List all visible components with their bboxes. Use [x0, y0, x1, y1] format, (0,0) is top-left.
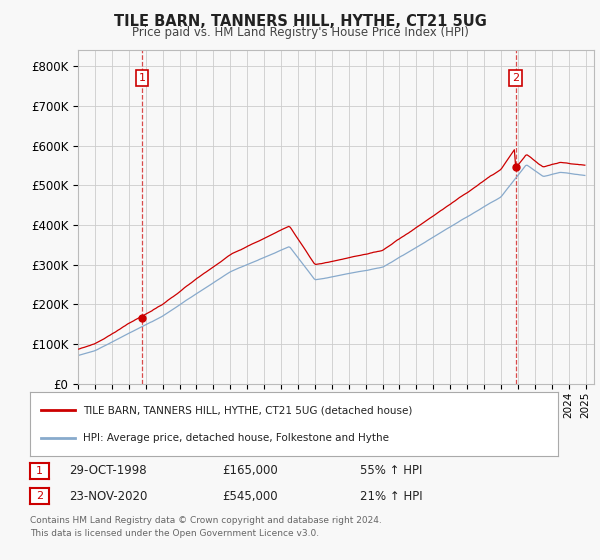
Text: 1: 1: [36, 466, 43, 476]
Text: Contains HM Land Registry data © Crown copyright and database right 2024.: Contains HM Land Registry data © Crown c…: [30, 516, 382, 525]
Text: This data is licensed under the Open Government Licence v3.0.: This data is licensed under the Open Gov…: [30, 529, 319, 538]
Text: 29-OCT-1998: 29-OCT-1998: [69, 464, 146, 478]
Text: 55% ↑ HPI: 55% ↑ HPI: [360, 464, 422, 478]
Text: £165,000: £165,000: [222, 464, 278, 478]
Text: Price paid vs. HM Land Registry's House Price Index (HPI): Price paid vs. HM Land Registry's House …: [131, 26, 469, 39]
Text: £545,000: £545,000: [222, 489, 278, 503]
Text: TILE BARN, TANNERS HILL, HYTHE, CT21 5UG: TILE BARN, TANNERS HILL, HYTHE, CT21 5UG: [113, 14, 487, 29]
Text: HPI: Average price, detached house, Folkestone and Hythe: HPI: Average price, detached house, Folk…: [83, 433, 389, 444]
Text: 1: 1: [139, 73, 146, 83]
Text: 2: 2: [512, 73, 519, 83]
Text: 2: 2: [36, 491, 43, 501]
Text: 21% ↑ HPI: 21% ↑ HPI: [360, 489, 422, 503]
Text: 23-NOV-2020: 23-NOV-2020: [69, 489, 148, 503]
Text: TILE BARN, TANNERS HILL, HYTHE, CT21 5UG (detached house): TILE BARN, TANNERS HILL, HYTHE, CT21 5UG…: [83, 405, 412, 415]
